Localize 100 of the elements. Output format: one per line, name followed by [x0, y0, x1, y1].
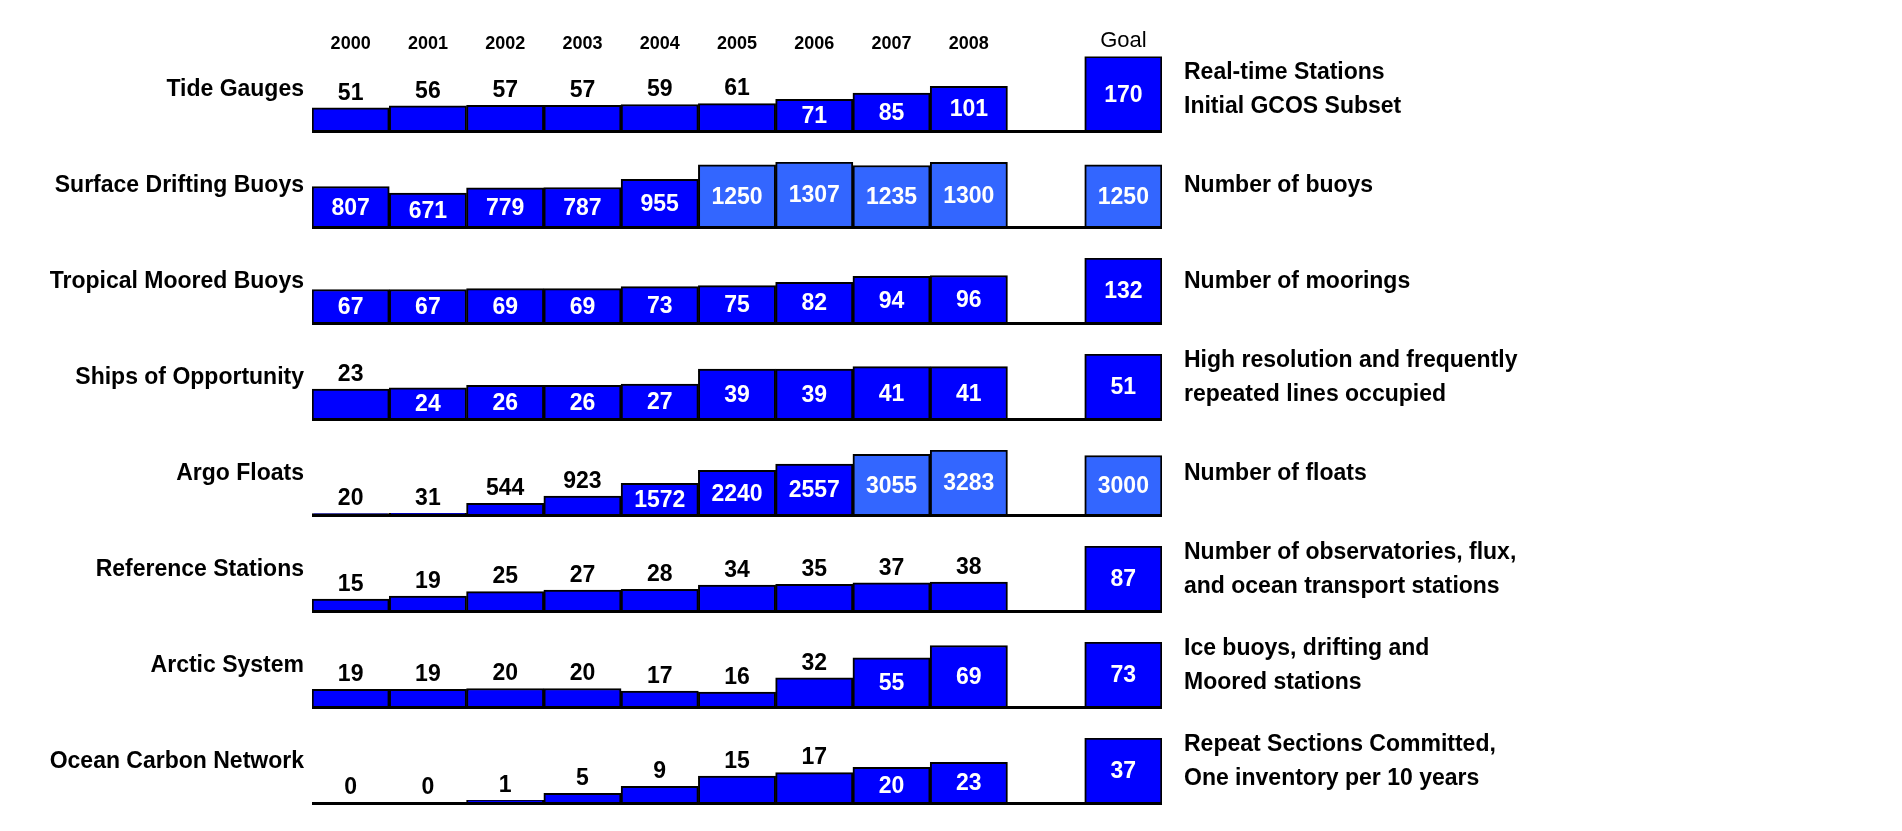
- text: Repeat Sections Committed, One inventory per 10 years: [1184, 729, 1497, 792]
- data-label: 39: [724, 380, 750, 407]
- data-label: 75: [724, 291, 750, 318]
- x-tick-label: 2007: [871, 32, 912, 53]
- data-label: 24: [415, 390, 441, 417]
- data-label: 1235: [865, 183, 918, 210]
- data-label: 69: [569, 292, 596, 319]
- data-label: 955: [640, 189, 680, 216]
- data-label: 132: [1104, 277, 1143, 304]
- text: Number of moorings: [1184, 266, 1412, 295]
- data-label: 16: [724, 662, 750, 689]
- data-label: 5: [576, 764, 590, 791]
- data-label: 0: [344, 772, 358, 799]
- y-axis-title: Reference Stations: [94, 553, 305, 583]
- data-label: 71: [801, 101, 828, 128]
- data-label: 20: [569, 659, 596, 686]
- data-label: 9: [653, 757, 667, 784]
- x-tick-label: 2004: [639, 32, 680, 53]
- data-label: 51: [1110, 373, 1137, 400]
- data-label: 23: [956, 769, 982, 796]
- data-label: 20: [337, 484, 364, 511]
- data-label: 544: [485, 474, 525, 501]
- data-label: 55: [878, 669, 905, 696]
- data-label: 94: [878, 286, 905, 313]
- data-label: 26: [492, 389, 518, 416]
- data-label: 2240: [711, 479, 763, 506]
- x-tick-label: 2002: [485, 32, 526, 53]
- data-label: 59: [646, 75, 673, 102]
- y-axis-title: Arctic System: [149, 649, 305, 679]
- data-label: 1250: [1097, 182, 1149, 209]
- data-label: 15: [337, 569, 364, 596]
- text: Number of buoys: [1184, 170, 1375, 199]
- x-tick-label: 2008: [948, 32, 989, 53]
- data-label: 37: [1110, 757, 1137, 784]
- x-tick-label: 2001: [407, 32, 448, 53]
- y-axis-title: Ships of Opportunity: [74, 361, 305, 391]
- data-label: 3055: [865, 471, 918, 498]
- data-label: 73: [1110, 661, 1137, 688]
- text: High resolution and frequently repeated lines occupied: [1184, 345, 1519, 408]
- data-label: 779: [485, 194, 525, 221]
- data-label: 87: [1110, 565, 1137, 592]
- x-tick-label: 2006: [794, 32, 835, 53]
- data-label: 67: [337, 293, 364, 320]
- data-label: 23: [337, 359, 364, 386]
- x-tick-label: 2005: [716, 32, 758, 53]
- data-label: 1250: [711, 182, 763, 209]
- data-label: 923: [563, 466, 602, 493]
- data-label: 96: [956, 286, 982, 313]
- data-label: 2557: [788, 476, 840, 503]
- data-label: 85: [878, 98, 905, 125]
- y-axis-title: Ocean Carbon Network: [48, 745, 305, 775]
- text: Number of observatories, flux, and ocean transport stations: [1184, 537, 1518, 600]
- data-label: 69: [492, 292, 518, 319]
- data-label: 31: [415, 484, 441, 511]
- data-label: 28: [646, 560, 673, 587]
- x-tick-label: 2000: [330, 32, 371, 53]
- data-label: 20: [492, 659, 518, 686]
- data-label: 25: [492, 562, 519, 589]
- data-label: 1572: [634, 486, 686, 513]
- data-label: 3283: [943, 469, 995, 496]
- data-label: 1300: [943, 181, 995, 208]
- data-label: 19: [337, 660, 364, 687]
- data-label: 170: [1104, 80, 1143, 107]
- text: Number of floats: [1184, 458, 1368, 487]
- data-label: 35: [801, 555, 828, 582]
- text: Real-time Stations Initial GCOS Subset: [1184, 57, 1403, 120]
- data-label: 17: [801, 743, 828, 770]
- data-label: 787: [563, 194, 602, 221]
- data-label: 671: [408, 196, 448, 223]
- data-label: 39: [801, 380, 828, 407]
- data-label: 82: [801, 289, 828, 316]
- y-axis-title: Tide Gauges: [165, 73, 305, 103]
- data-label: 19: [415, 566, 441, 593]
- data-label: 41: [878, 379, 905, 406]
- data-label: 57: [569, 76, 596, 103]
- data-label: 1: [498, 771, 512, 798]
- data-label: 27: [569, 560, 596, 587]
- y-axis-title: Surface Drifting Buoys: [53, 169, 305, 199]
- x-tick-label: 2003: [562, 32, 603, 53]
- data-label: 0: [421, 772, 435, 799]
- data-label: 34: [724, 555, 750, 582]
- data-label: 20: [878, 772, 905, 799]
- data-label: 38: [956, 552, 982, 579]
- data-label: 26: [569, 389, 596, 416]
- data-label: 15: [724, 746, 750, 773]
- data-label: 41: [956, 379, 982, 406]
- x-tick-label: Goal: [1100, 27, 1147, 53]
- data-label: 17: [646, 661, 673, 688]
- data-label: 69: [956, 663, 982, 690]
- data-label: 19: [415, 660, 441, 687]
- y-axis-title: Tropical Moored Buoys: [48, 265, 305, 295]
- data-label: 807: [331, 193, 370, 220]
- data-label: 51: [337, 78, 364, 105]
- data-label: 101: [949, 95, 989, 122]
- data-label: 27: [646, 388, 673, 415]
- data-label: 3000: [1097, 472, 1149, 499]
- data-label: 73: [646, 291, 673, 318]
- data-label: 67: [415, 293, 441, 320]
- data-label: 1307: [788, 181, 840, 208]
- data-label: 32: [801, 648, 828, 675]
